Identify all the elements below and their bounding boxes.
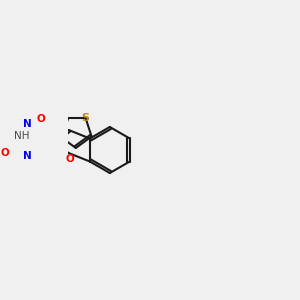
Text: N: N	[23, 119, 32, 129]
Text: NH: NH	[14, 131, 30, 141]
Text: O: O	[65, 154, 74, 164]
Text: O: O	[36, 114, 45, 124]
Text: N: N	[23, 151, 32, 161]
Text: S: S	[82, 113, 90, 123]
Text: O: O	[1, 148, 10, 158]
